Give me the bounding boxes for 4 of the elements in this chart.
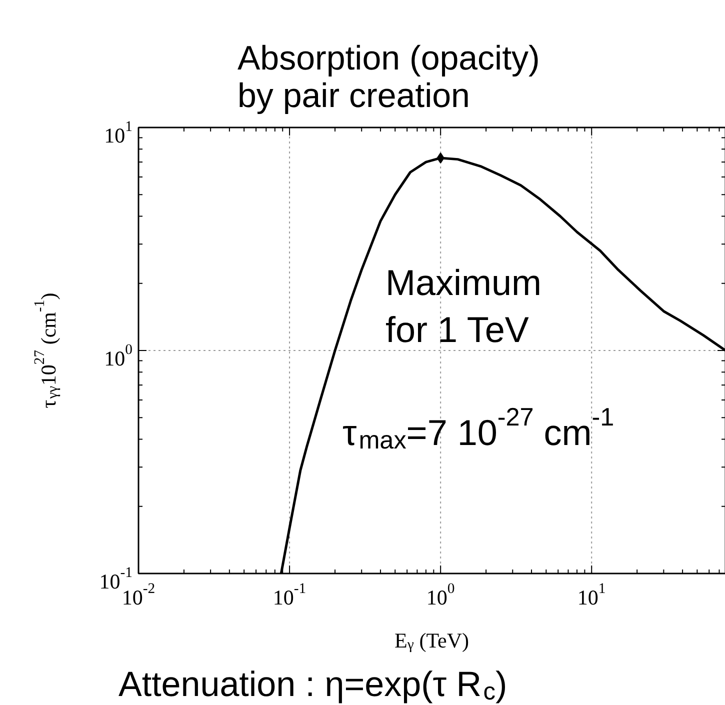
annotation: Maximum for 1 TeV	[386, 262, 542, 350]
chart-title: Absorption (opacity) by pair creation	[238, 40, 540, 115]
y-axis-title: τγγ1027 (cm-1)	[32, 292, 62, 408]
x-axis-title: Eγ (TeV)	[394, 628, 470, 654]
